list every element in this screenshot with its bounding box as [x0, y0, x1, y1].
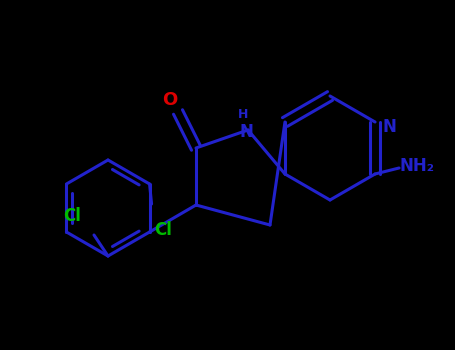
Text: N: N [382, 118, 396, 136]
Text: N: N [239, 123, 253, 141]
Text: Cl: Cl [154, 221, 172, 239]
Text: O: O [162, 91, 177, 109]
Text: H: H [238, 107, 248, 120]
Text: NH₂: NH₂ [399, 157, 435, 175]
Text: Cl: Cl [63, 207, 81, 225]
